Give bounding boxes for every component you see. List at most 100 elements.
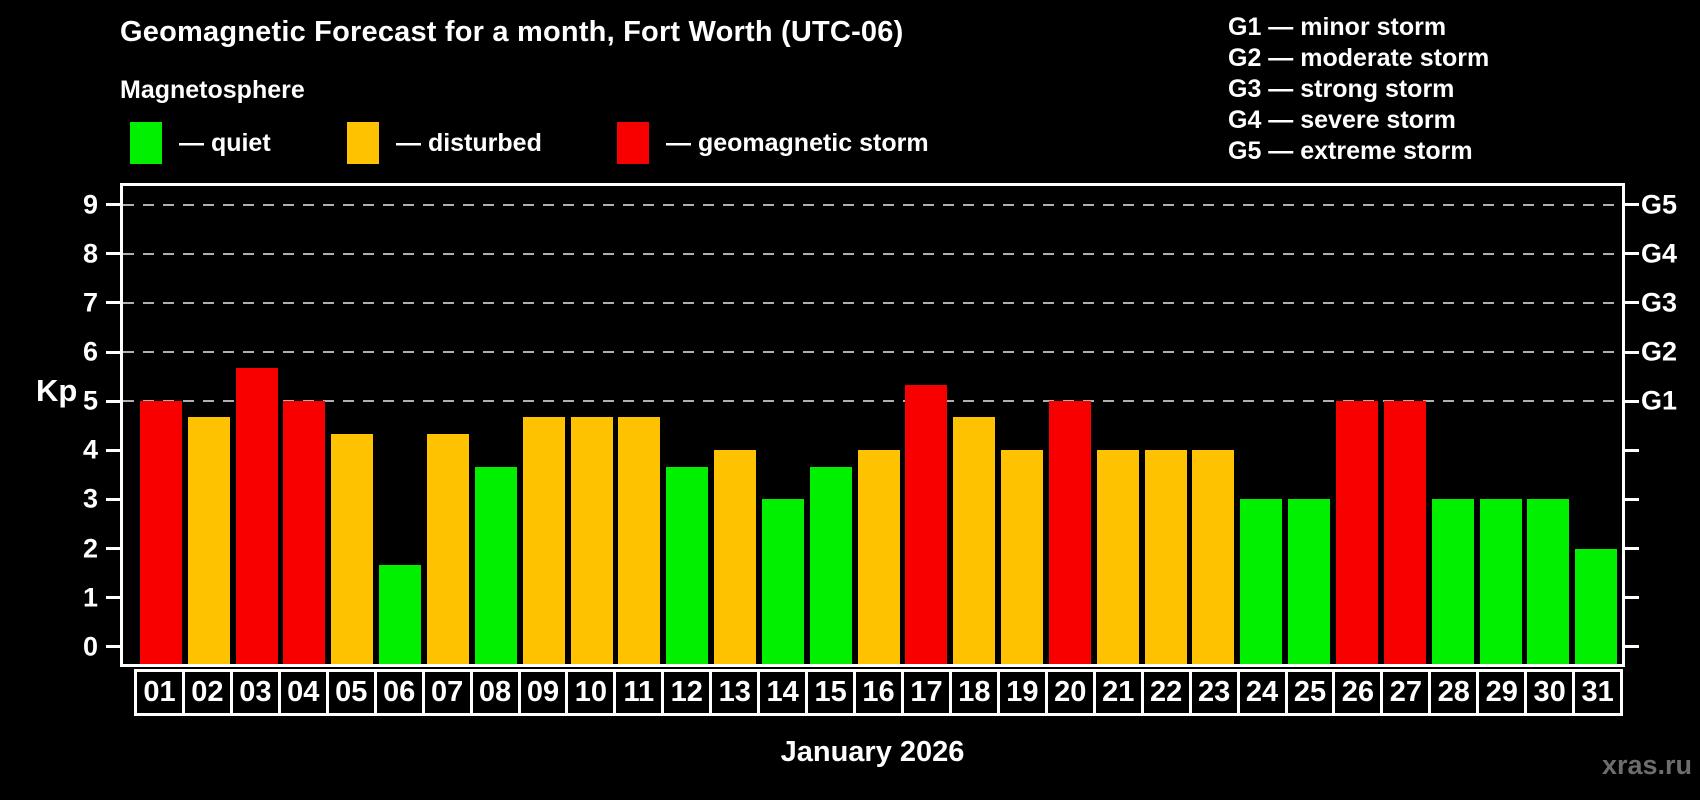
g5-legend-line: G5 — extreme storm [1228,137,1473,165]
day-label-04: 04 [277,669,329,716]
left-tick-4 [106,448,120,452]
kp-bar-11 [618,417,661,664]
right-tick-5 [1625,399,1639,403]
kp-bar-24 [1240,499,1283,664]
right-tick-0 [1625,645,1639,649]
right-tick-9 [1625,203,1639,207]
bar-slot-27 [1381,186,1429,664]
day-label-18: 18 [948,669,1000,716]
kp-bar-21 [1096,450,1139,664]
bar-slot-12 [663,186,711,664]
kp-bar-14 [761,499,804,664]
day-label-22: 22 [1140,669,1192,716]
legend-disturbed-label: — disturbed [396,128,542,157]
kp-tick-label-2: 2 [82,533,98,564]
bar-slot-14 [759,186,807,664]
left-tick-2 [106,547,120,551]
day-label-28: 28 [1428,669,1480,716]
day-label-09: 09 [517,669,569,716]
kp-bar-17 [905,384,948,664]
day-label-26: 26 [1332,669,1384,716]
legend-quiet-label: — quiet [179,128,271,157]
plot-area [120,183,1625,667]
bar-slot-17 [903,186,951,664]
kp-bar-12 [666,466,709,664]
g-scale-legend: G1 — minor storm G2 — moderate storm G3 … [1228,12,1489,167]
kp-bar-04 [283,401,326,664]
day-axis: 01 02 03 04 05 06 07 08 09 10 11 12 13 14 15 16 17 18 19 20… [120,669,1625,716]
bar-slot-03 [233,186,281,664]
bar-slot-26 [1333,186,1381,664]
kp-bar-27 [1383,401,1426,664]
bar-slot-04 [281,186,329,664]
bar-slot-13 [711,186,759,664]
legend-storm-label: — geomagnetic storm [666,128,929,157]
kp-bar-06 [379,564,422,664]
left-tick-5 [106,399,120,403]
bar-slot-10 [568,186,616,664]
kp-bar-19 [1001,450,1044,664]
kp-bar-28 [1431,499,1474,664]
day-label-11: 11 [613,669,665,716]
kp-bar-26 [1336,401,1379,664]
right-tick-7 [1625,301,1639,305]
kp-tick-label-6: 6 [82,336,98,367]
bar-slot-31 [1572,186,1620,664]
right-tick-2 [1625,547,1639,551]
g1-legend-line: G1 — minor storm [1228,13,1447,41]
right-tick-1 [1625,596,1639,600]
gridline-kp8 [123,252,1622,255]
kp-tick-label-1: 1 [82,582,98,613]
kp-tick-label-9: 9 [82,189,98,220]
bar-slot-21 [1094,186,1142,664]
kp-bar-22 [1144,450,1187,664]
kp-bar-13 [714,450,757,664]
left-tick-6 [106,350,120,354]
bar-slot-28 [1429,186,1477,664]
g-level-label-g2: G2 [1641,336,1678,367]
bar-slot-25 [1285,186,1333,664]
day-label-12: 12 [661,669,713,716]
day-label-19: 19 [996,669,1048,716]
kp-bar-30 [1527,499,1570,664]
chart-title: Geomagnetic Forecast for a month, Fort W… [120,16,904,48]
bar-slot-08 [472,186,520,664]
left-tick-7 [106,301,120,305]
g4-legend-line: G4 — severe storm [1228,106,1456,134]
day-label-15: 15 [805,669,857,716]
kp-bar-25 [1288,499,1331,664]
disturbed-color-swatch [347,122,379,164]
bar-slot-11 [615,186,663,664]
gridline-kp6 [123,351,1622,354]
g3-legend-line: G3 — strong storm [1228,75,1455,103]
kp-tick-label-3: 3 [82,483,98,514]
day-label-17: 17 [901,669,952,716]
day-label-05: 05 [325,669,377,716]
kp-bar-08 [474,466,517,664]
bar-slot-09 [520,186,568,664]
bar-slot-02 [185,186,233,664]
kp-bar-10 [570,417,613,664]
left-tick-0 [106,645,120,649]
kp-bar-31 [1575,548,1618,664]
magnetosphere-label: Magnetosphere [120,76,305,104]
bar-slot-07 [424,186,472,664]
legend-item-quiet: — quiet [130,122,271,164]
bar-slot-20 [1046,186,1094,664]
day-label-27: 27 [1380,669,1432,716]
bar-slot-06 [376,186,424,664]
g2-legend-line: G2 — moderate storm [1228,44,1490,72]
day-label-16: 16 [853,669,904,716]
bar-slot-15 [807,186,855,664]
watermark: xras.ru [1601,750,1692,780]
day-label-08: 08 [469,669,521,716]
day-label-13: 13 [709,669,761,716]
kp-bar-20 [1048,401,1091,664]
bar-slot-01 [137,186,185,664]
day-label-21: 21 [1092,669,1144,716]
bar-slot-24 [1237,186,1285,664]
g-level-label-g4: G4 [1641,238,1678,269]
bars-layer [123,186,1622,664]
left-tick-8 [106,252,120,256]
